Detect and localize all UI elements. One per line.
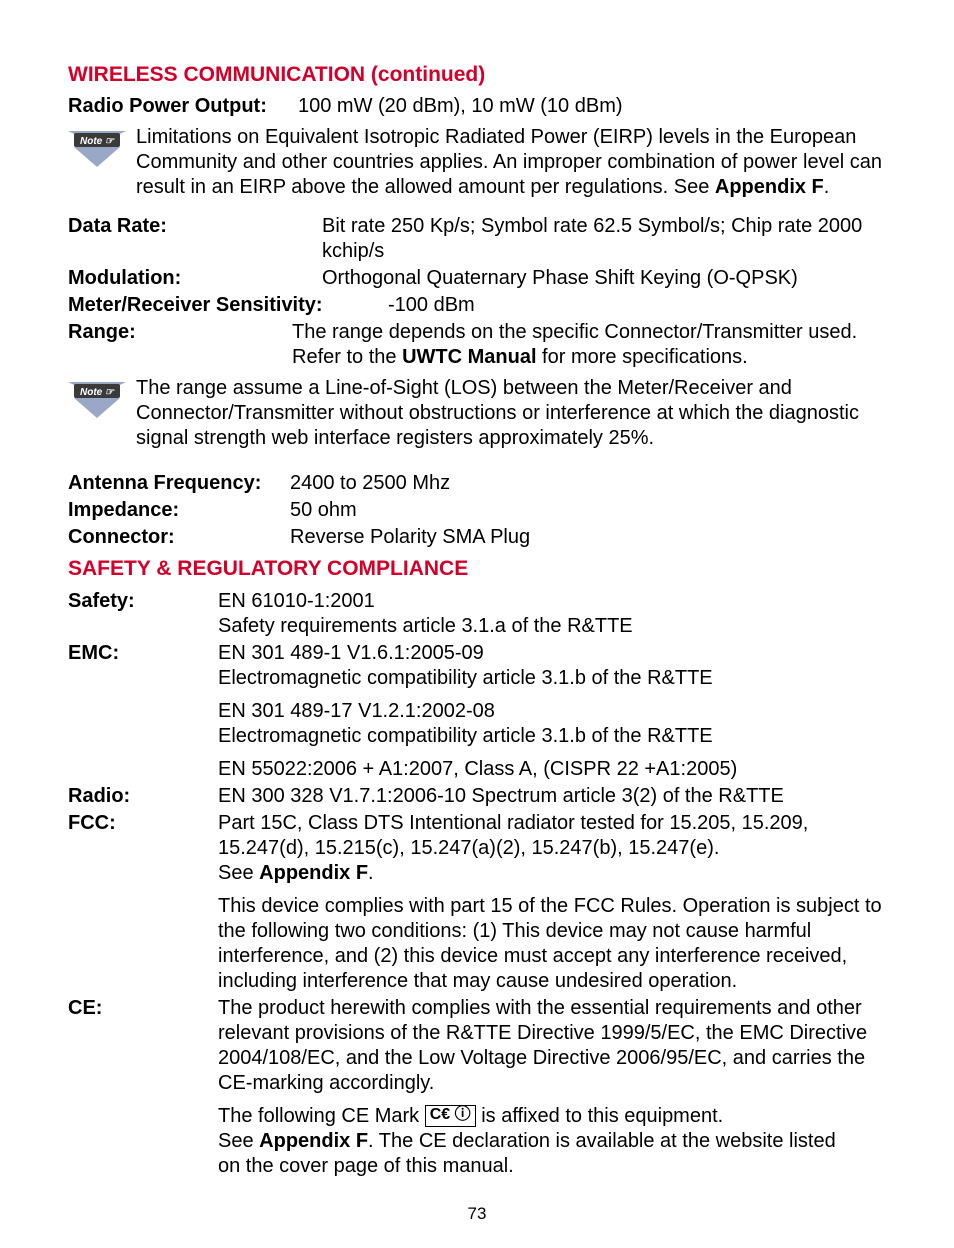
label-connector: Connector: (68, 525, 290, 550)
note-icon: Note ☞ (68, 382, 126, 427)
fcc-see: See (218, 862, 259, 884)
ce-p2e: on the cover page of this manual. (218, 1154, 886, 1179)
svg-text:Note ☞: Note ☞ (80, 136, 115, 147)
spec-antenna: Antenna Frequency: 2400 to 2500 Mhz (68, 471, 886, 496)
emc-l2: Electromagnetic compatibility article 3.… (218, 666, 886, 691)
note1-bold: Appendix F (715, 176, 824, 198)
ce-p2d: . The CE declaration is available at the… (368, 1130, 836, 1152)
ce-mark-icon: C€ ⓘ (425, 1105, 476, 1127)
note-eirp: Note ☞ Limitations on Equivalent Isotrop… (68, 125, 886, 200)
value-modulation: Orthogonal Quaternary Phase Shift Keying… (322, 266, 886, 291)
ce-p2: The following CE Mark C€ ⓘ is affixed to… (218, 1104, 886, 1154)
section-title-safety: SAFETY & REGULATORY COMPLIANCE (68, 556, 886, 582)
value-fcc: Part 15C, Class DTS Intentional radiator… (218, 811, 886, 994)
svg-text:Note ☞: Note ☞ (80, 387, 115, 398)
value-range: The range depends on the specific Connec… (292, 320, 886, 370)
reg-emc: EMC: EN 301 489-1 V1.6.1:2005-09 Electro… (68, 641, 886, 782)
emc-l3: EN 301 489-17 V1.2.1:2002-08 (218, 699, 886, 724)
label-modulation: Modulation: (68, 266, 322, 291)
label-range: Range: (68, 320, 292, 370)
fcc-p1: Part 15C, Class DTS Intentional radiator… (218, 811, 886, 886)
spec-impedance: Impedance: 50 ohm (68, 498, 886, 523)
reg-safety: Safety: EN 61010-1:2001 Safety requireme… (68, 589, 886, 639)
safety-l2: Safety requirements article 3.1.a of the… (218, 614, 886, 639)
reg-radio: Radio: EN 300 328 V1.7.1:2006-10 Spectru… (68, 784, 886, 809)
label-impedance: Impedance: (68, 498, 290, 523)
label-safety: Safety: (68, 589, 218, 639)
note1-after: . (824, 176, 830, 198)
label-fcc: FCC: (68, 811, 218, 994)
value-radio-power: 100 mW (20 dBm), 10 mW (10 dBm) (298, 94, 886, 119)
value-sensitivity: -100 dBm (368, 293, 886, 318)
value-ce: The product herewith complies with the e… (218, 996, 886, 1179)
label-ce: CE: (68, 996, 218, 1179)
label-emc: EMC: (68, 641, 218, 782)
note-eirp-text: Limitations on Equivalent Isotropic Radi… (136, 125, 886, 200)
value-radio: EN 300 328 V1.7.1:2006-10 Spectrum artic… (218, 784, 886, 809)
label-data-rate: Data Rate: (68, 214, 322, 264)
spec-data-rate: Data Rate: Bit rate 250 Kp/s; Symbol rat… (68, 214, 886, 264)
note-range: Note ☞ The range assume a Line-of-Sight … (68, 376, 886, 451)
value-data-rate: Bit rate 250 Kp/s; Symbol rate 62.5 Symb… (322, 214, 886, 264)
value-impedance: 50 ohm (290, 498, 886, 523)
fcc-p2: This device complies with part 15 of the… (218, 894, 886, 994)
value-antenna: 2400 to 2500 Mhz (290, 471, 886, 496)
spec-radio-power: Radio Power Output: 100 mW (20 dBm), 10 … (68, 94, 886, 119)
fcc-before: Part 15C, Class DTS Intentional radiator… (218, 812, 808, 859)
note-icon: Note ☞ (68, 131, 126, 176)
ce-p2bold: Appendix F (259, 1130, 368, 1152)
ce-p2a: The following CE Mark (218, 1105, 425, 1127)
ce-p2c: See (218, 1130, 259, 1152)
fcc-after: . (368, 862, 374, 884)
note-range-text: The range assume a Line-of-Sight (LOS) b… (136, 376, 886, 451)
ce-p2b: is affixed to this equipment. (476, 1105, 724, 1127)
value-safety: EN 61010-1:2001 Safety requirements arti… (218, 589, 886, 639)
reg-ce: CE: The product herewith complies with t… (68, 996, 886, 1179)
spec-sensitivity: Meter/Receiver Sensitivity: -100 dBm (68, 293, 886, 318)
spec-range: Range: The range depends on the specific… (68, 320, 886, 370)
value-emc: EN 301 489-1 V1.6.1:2005-09 Electromagne… (218, 641, 886, 782)
emc-l1: EN 301 489-1 V1.6.1:2005-09 (218, 641, 886, 666)
safety-l1: EN 61010-1:2001 (218, 589, 886, 614)
reg-fcc: FCC: Part 15C, Class DTS Intentional rad… (68, 811, 886, 994)
value-connector: Reverse Polarity SMA Plug (290, 525, 886, 550)
range-bold: UWTC Manual (402, 346, 536, 368)
spec-connector: Connector: Reverse Polarity SMA Plug (68, 525, 886, 550)
range-after: for more specifications. (537, 346, 748, 368)
label-sensitivity: Meter/Receiver Sensitivity: (68, 293, 368, 318)
label-antenna: Antenna Frequency: (68, 471, 290, 496)
spec-modulation: Modulation: Orthogonal Quaternary Phase … (68, 266, 886, 291)
label-radio: Radio: (68, 784, 218, 809)
emc-l5: EN 55022:2006 + A1:2007, Class A, (CISPR… (218, 757, 886, 782)
ce-p1: The product herewith complies with the e… (218, 996, 886, 1096)
emc-l4: Electromagnetic compatibility article 3.… (218, 724, 886, 749)
fcc-bold: Appendix F (259, 862, 368, 884)
page-number: 73 (68, 1203, 886, 1224)
section-title-wireless: WIRELESS COMMUNICATION (continued) (68, 62, 886, 88)
label-radio-power: Radio Power Output: (68, 94, 298, 119)
